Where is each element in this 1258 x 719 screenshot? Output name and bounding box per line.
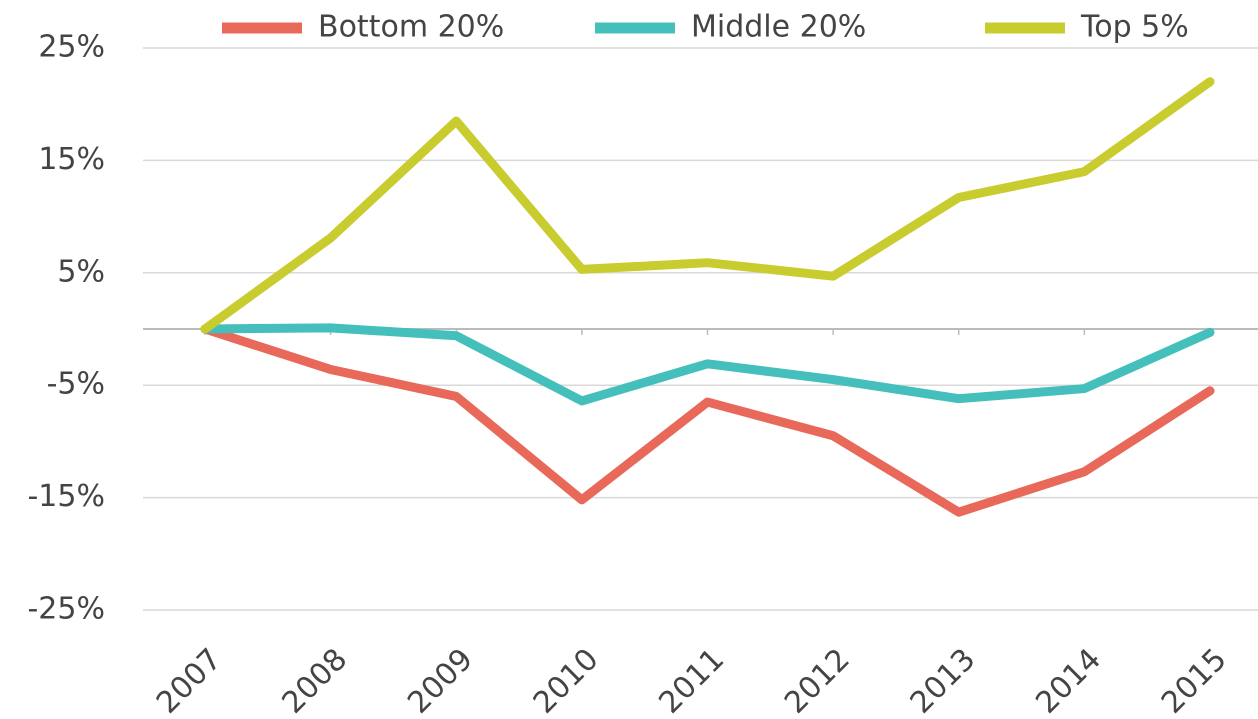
legend-label: Top 5% (1080, 10, 1189, 45)
y-tick-label: 5% (57, 254, 105, 289)
y-tick-label: -15% (27, 479, 105, 514)
x-tick-label: 2014 (1029, 642, 1108, 719)
legend-label: Bottom 20% (318, 10, 504, 45)
series-line (200, 324, 1215, 517)
y-tick-label: -25% (27, 592, 105, 627)
x-tick-label: 2015 (1155, 642, 1234, 719)
x-tick-label: 2012 (778, 642, 857, 719)
x-tick-label: 2007 (150, 642, 229, 719)
x-tick-label: 2011 (652, 642, 731, 719)
y-tick-label: 25% (38, 30, 105, 65)
y-tick-label: 15% (38, 142, 105, 177)
x-tick-label: 2010 (527, 642, 606, 719)
series-line (200, 77, 1215, 334)
legend-label: Middle 20% (691, 10, 866, 45)
series-line (200, 323, 1215, 406)
x-tick-label: 2013 (904, 642, 983, 719)
y-tick-label: -5% (47, 367, 105, 402)
x-tick-label: 2008 (276, 642, 355, 719)
x-tick-label: 2009 (401, 642, 480, 719)
